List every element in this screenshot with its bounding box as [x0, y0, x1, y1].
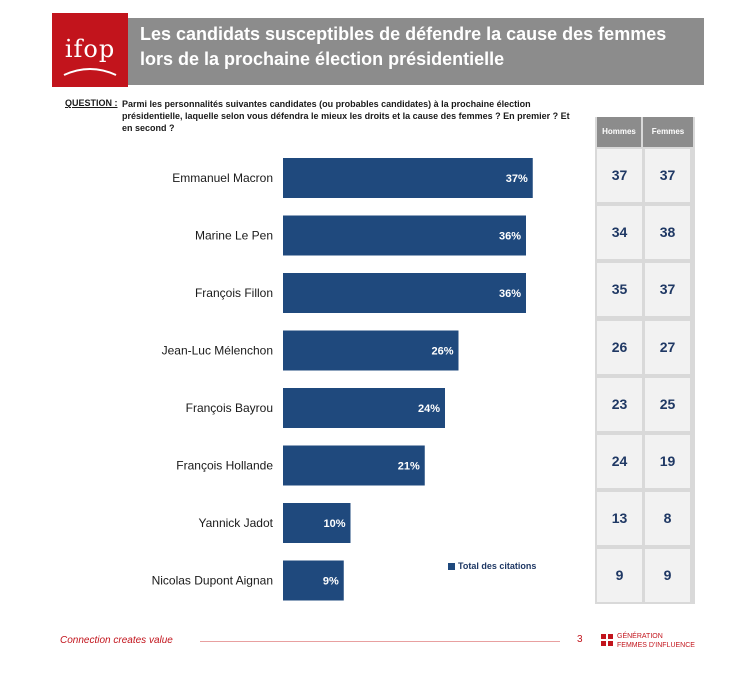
- table-cell: 37: [597, 149, 642, 202]
- category-label: François Bayrou: [186, 401, 273, 415]
- brand-line-2: FEMMES D'INFLUENCE: [617, 642, 695, 649]
- bar-6: [283, 503, 351, 543]
- table-cell: 37: [645, 263, 690, 317]
- bar-7: [283, 560, 344, 601]
- bar-value-label: 9%: [323, 576, 339, 588]
- bar-value-label: 37%: [506, 173, 528, 185]
- bar-0: [283, 158, 533, 198]
- question-text: Parmi les personnalités suivantes candid…: [122, 99, 570, 133]
- table-cell: 34: [597, 206, 642, 260]
- bar-value-label: 24%: [418, 403, 440, 415]
- bar-2: [283, 273, 526, 313]
- bar-1: [283, 215, 526, 256]
- title-banner: [52, 18, 704, 85]
- bar-5: [283, 445, 425, 486]
- table-cell: 24: [597, 435, 642, 488]
- bar-value-label: 10%: [323, 518, 345, 530]
- logo-swoosh-icon: [63, 68, 117, 76]
- category-label: Yannick Jadot: [199, 516, 274, 530]
- ifop-logo: ifop: [52, 13, 128, 87]
- category-label: Nicolas Dupont Aignan: [152, 574, 273, 588]
- table-header-femmes: Femmes: [643, 117, 693, 147]
- question-label: QUESTION :: [65, 98, 118, 108]
- footer-divider: [200, 641, 560, 642]
- table-cell: 27: [645, 320, 690, 374]
- chart-legend: Total des citations: [448, 561, 536, 571]
- footer-tagline: Connection creates value: [60, 635, 173, 646]
- bar-value-label: 26%: [431, 346, 453, 358]
- legend-label: Total des citations: [458, 561, 537, 571]
- table-cell: 13: [597, 492, 642, 546]
- table-cell: 37: [645, 149, 690, 202]
- table-header-hommes: Hommes: [597, 117, 641, 147]
- bar-value-label: 36%: [499, 231, 521, 243]
- category-label: François Fillon: [195, 286, 273, 300]
- table-cell: 8: [645, 492, 690, 546]
- table-cell: 9: [645, 549, 690, 603]
- bar-value-label: 36%: [499, 288, 521, 300]
- category-label: Jean-Luc Mélenchon: [162, 344, 273, 358]
- bar-value-label: 21%: [398, 461, 420, 473]
- table-cell: 9: [597, 549, 642, 603]
- category-label: Emmanuel Macron: [172, 171, 273, 185]
- category-label: Marine Le Pen: [195, 229, 273, 243]
- brand-grid-icon: [601, 634, 613, 646]
- table-cell: 19: [645, 435, 690, 488]
- legend-swatch: [448, 563, 455, 571]
- brand-text: GÉNÉRATION FEMMES D'INFLUENCE: [617, 632, 695, 650]
- logo-text: ifop: [64, 35, 116, 63]
- table-cell: 25: [645, 377, 690, 431]
- table-cell: 26: [597, 320, 642, 374]
- bar-4: [283, 388, 445, 428]
- category-label: François Hollande: [176, 459, 273, 473]
- table-cell: 35: [597, 263, 642, 317]
- brand-line-1: GÉNÉRATION: [617, 633, 663, 640]
- page-title: Les candidats susceptibles de défendre l…: [140, 24, 667, 69]
- bar-3: [283, 330, 459, 371]
- page-number: 3: [577, 634, 583, 645]
- table-cell: 23: [597, 377, 642, 431]
- table-cell: 38: [645, 206, 690, 260]
